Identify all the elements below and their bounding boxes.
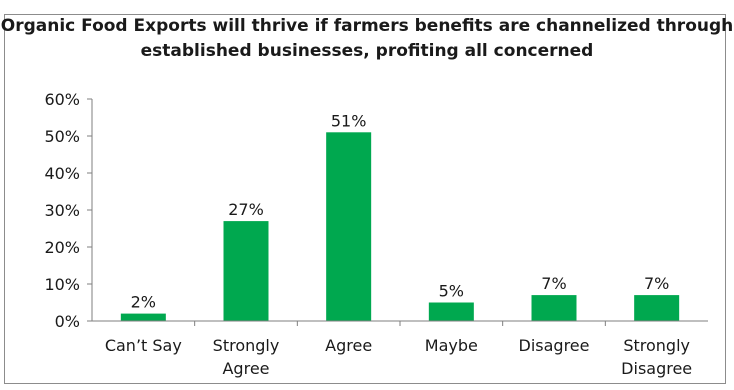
data-label: 5%	[439, 282, 464, 301]
bar	[634, 295, 680, 321]
y-tick-label: 10%	[44, 275, 80, 294]
bar	[326, 132, 372, 321]
data-label: 7%	[644, 274, 669, 293]
bars: 2% 27% 51% 5% 7% 7%	[120, 111, 680, 321]
x-tick-label: Disagree	[519, 336, 590, 355]
data-label: 27%	[228, 200, 264, 219]
y-axis: 0% 10% 20% 30% 40% 50% 60%	[44, 90, 93, 331]
chart-title-line-1: Organic Food Exports will thrive if farm…	[0, 16, 734, 36]
y-tick-label: 60%	[44, 90, 80, 109]
x-tick-label: Maybe	[425, 336, 478, 355]
x-tick-label: Can’t Say	[105, 336, 182, 355]
y-tick-label: 0%	[55, 312, 80, 331]
bar	[120, 313, 166, 321]
x-tick-label: Strongly	[623, 336, 690, 355]
bar	[428, 302, 474, 321]
y-tick-label: 40%	[44, 164, 80, 183]
y-tick-label: 50%	[44, 127, 80, 146]
y-tick-label: 30%	[44, 201, 80, 220]
chart-title-line-2: established businesses, profiting all co…	[140, 41, 594, 61]
data-label: 2%	[131, 293, 156, 312]
data-label: 7%	[541, 274, 566, 293]
data-label: 51%	[331, 111, 367, 130]
y-tick-label: 20%	[44, 238, 80, 257]
x-tick-label: Strongly	[213, 336, 280, 355]
x-axis: Can’t Say Strongly Agree Agree Maybe Disagree…	[92, 320, 708, 378]
bar	[223, 221, 269, 321]
x-tick-label: Agree	[222, 359, 269, 378]
x-tick-label: Agree	[325, 336, 372, 355]
chart-title: Organic Food Exports will thrive if farm…	[0, 14, 734, 64]
bar	[531, 295, 577, 321]
x-tick-label: Disagree	[621, 359, 692, 378]
